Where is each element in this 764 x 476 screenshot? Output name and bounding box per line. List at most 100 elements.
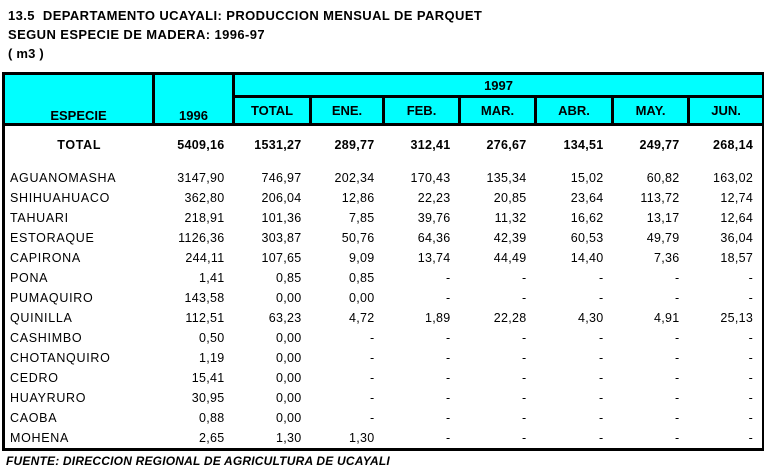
especie-cell: ESTORAQUE [10,231,95,245]
value-cell: 7,85 [348,211,375,225]
value-cell: - [446,411,451,425]
value-cell: - [370,331,375,345]
total-value-total: 1531,27 [254,138,302,152]
total-value-feb: 312,41 [410,138,451,152]
col-header-especie: ESPECIE [2,72,155,126]
value-cell: - [748,271,754,285]
value-cell: 0,00 [275,391,302,405]
especie-cell: CAPIRONA [10,251,81,265]
value-cell: 112,51 [185,311,225,325]
total-value-mar: 276,67 [486,138,527,152]
value-cell: 12,74 [720,191,754,205]
value-cell: - [599,331,604,345]
value-cell: 22,23 [417,191,451,205]
title-block: 13.5 DEPARTAMENTO UCAYALI: PRODUCCION ME… [0,0,764,63]
value-cell: - [599,391,604,405]
value-cell: 362,80 [184,191,225,205]
value-cell: 12,64 [720,211,754,225]
especie-cell: CHOTANQUIRO [10,351,111,365]
value-cell: 0,85 [275,271,302,285]
total-row: TOTAL 5409,16 1531,27 289,77 312,41 276,… [4,135,764,155]
table-row: CASHIMBO 0,50 0,00 - - - - - - [4,328,764,348]
value-cell: - [748,371,754,385]
value-cell: 1,30 [348,431,375,445]
value-cell: 1,19 [198,351,225,365]
value-cell: - [748,351,754,365]
value-cell: - [675,271,680,285]
value-cell: 0,00 [275,331,302,345]
value-cell: - [522,371,527,385]
total-value-jun: 268,14 [713,138,754,152]
value-cell: - [599,371,604,385]
value-cell: 3147,90 [177,171,225,185]
value-cell: - [599,411,604,425]
value-cell: 13,17 [646,211,680,225]
table-row: ESTORAQUE 1126,36 303,87 50,76 64,36 42,39 60,… [4,228,764,248]
value-cell: - [748,291,754,305]
spacer-row [4,155,764,168]
col-header-1997: 1997 [231,72,764,98]
especie-cell: QUINILLA [10,311,73,325]
value-cell: 23,64 [570,191,604,205]
col-header-total: TOTAL [232,95,312,126]
value-cell: 0,00 [275,351,302,365]
value-cell: - [446,351,451,365]
especie-cell: CASHIMBO [10,331,83,345]
value-cell: 11,32 [494,211,527,225]
especie-cell: AGUANOMASHA [10,171,117,185]
total-value-abr: 134,51 [563,138,604,152]
total-value-1996: 5409,16 [177,138,225,152]
especie-cell: PONA [10,271,49,285]
total-value-ene: 289,77 [334,138,375,152]
value-cell: 7,36 [653,251,680,265]
table-header: ESPECIE 1996 1997 TOTAL ENE. FEB. MAR. A… [2,72,764,126]
value-cell: - [446,371,451,385]
value-cell: - [446,331,451,345]
value-cell: - [522,271,527,285]
table-row: QUINILLA 112,51 63,23 4,72 1,89 22,28 4,30 4,91… [4,308,764,328]
total-row-label: TOTAL [57,138,102,152]
value-cell: - [748,331,754,345]
value-cell: 0,88 [198,411,225,425]
value-cell: 0,00 [275,371,302,385]
value-cell: 63,23 [268,311,302,325]
value-cell: 303,87 [261,231,302,245]
value-cell: 0,00 [275,291,302,305]
title-line-2: SEGUN ESPECIE DE MADERA: 1996-97 [8,27,265,42]
table-row: CAOBA 0,88 0,00 - - - - - - [4,408,764,428]
value-cell: 12,86 [341,191,375,205]
especie-cell: CEDRO [10,371,59,385]
value-cell: 0,85 [348,271,375,285]
value-cell: - [675,371,680,385]
value-cell: - [522,411,527,425]
especie-cell: PUMAQUIRO [10,291,94,305]
value-cell: 1126,36 [178,231,225,245]
value-cell: 22,28 [493,311,527,325]
title-units: ( m3 ) [8,46,44,61]
value-cell: - [522,291,527,305]
source-note: FUENTE: DIRECCION REGIONAL DE AGRICULTUR… [6,454,390,468]
value-cell: - [370,351,375,365]
value-cell: 15,41 [191,371,225,385]
value-cell: - [446,431,451,445]
value-cell: - [675,411,680,425]
value-cell: 113,72 [640,191,680,205]
value-cell: - [522,331,527,345]
value-cell: 101,36 [261,211,302,225]
table-row: HUAYRURO 30,95 0,00 - - - - - - [4,388,764,408]
value-cell: 64,36 [417,231,451,245]
value-cell: 0,00 [348,291,375,305]
value-cell: 50,76 [341,231,375,245]
value-cell: 1,41 [198,271,225,285]
value-cell: 0,50 [198,331,225,345]
value-cell: 202,34 [334,171,375,185]
value-cell: 49,79 [646,231,680,245]
value-cell: 2,65 [198,431,225,445]
value-cell: - [522,431,527,445]
table-row: PONA 1,41 0,85 0,85 - - - - - [4,268,764,288]
table-row: PUMAQUIRO 143,58 0,00 0,00 - - - - - [4,288,764,308]
production-table: ESPECIE 1996 1997 TOTAL ENE. FEB. MAR. A… [2,72,764,451]
value-cell: 16,62 [570,211,604,225]
value-cell: 60,53 [570,231,604,245]
value-cell: 13,74 [417,251,451,265]
